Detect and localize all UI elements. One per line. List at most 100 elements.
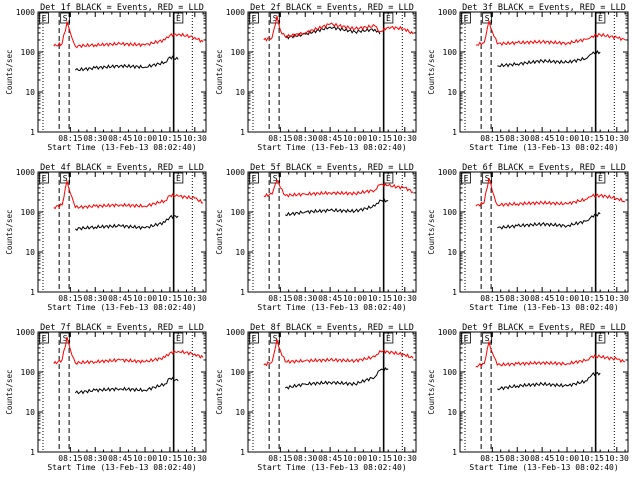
y-tick-label: 100 — [443, 368, 458, 377]
lld-series-line — [53, 179, 204, 210]
x-tick-label: 10:30 — [183, 134, 207, 143]
lld-series-line — [475, 178, 626, 208]
marker-label: E — [386, 334, 391, 343]
x-tick-label: 08:30 — [293, 134, 317, 143]
marker-box — [383, 332, 394, 344]
plot-title: Det 6f BLACK = Events, RED = LLD — [462, 163, 626, 173]
x-tick-label: 08:15 — [480, 294, 504, 303]
x-tick-label: 08:45 — [530, 454, 554, 463]
x-tick-label: 08:15 — [58, 454, 82, 463]
marker-label: S — [63, 174, 68, 183]
x-tick-label: 10:30 — [393, 294, 417, 303]
y-tick-label: 10 — [447, 88, 457, 97]
y-tick-label: 100 — [443, 208, 458, 217]
x-tick-label: 08:45 — [108, 294, 132, 303]
x-tick-label: 08:45 — [108, 134, 132, 143]
marker-label: E — [464, 14, 469, 23]
marker-label: S — [273, 334, 278, 343]
y-tick-label: 100 — [443, 48, 458, 57]
y-tick-label: 100 — [231, 48, 246, 57]
plot-det-9: Det 9f BLACK = Events, RED = LLD 1 10 100 10… — [427, 323, 629, 472]
marker-label: E — [176, 14, 181, 23]
marker-box — [39, 172, 49, 184]
marker-box — [461, 172, 471, 184]
events-series-line — [284, 25, 381, 40]
plot-title: Det 7f BLACK = Events, RED = LLD — [40, 323, 204, 333]
marker-box — [173, 12, 184, 24]
lld-series-line — [263, 339, 414, 367]
x-tick-label: 10:00 — [555, 294, 579, 303]
x-tick-label: 08:30 — [505, 294, 529, 303]
x-tick-label: 10:15 — [580, 134, 604, 143]
plot-title: Det 9f BLACK = Events, RED = LLD — [462, 323, 626, 333]
events-series-line — [285, 366, 389, 390]
marker-label: E — [42, 14, 47, 23]
marker-label: S — [273, 174, 278, 183]
x-tick-label: 08:30 — [83, 294, 107, 303]
marker-box — [249, 12, 259, 24]
y-axis-label: Counts/sec — [427, 369, 436, 414]
plot-frame — [459, 331, 629, 453]
marker-box — [39, 332, 49, 344]
marker-label: S — [485, 174, 490, 183]
plot-det-5: Det 5f BLACK = Events, RED = LLD 1 10 100 10… — [215, 163, 417, 312]
lld-series-line — [53, 336, 204, 366]
x-tick-label: 10:30 — [393, 134, 417, 143]
marker-box — [173, 332, 184, 344]
plot-det-3: Det 3f BLACK = Events, RED = LLD 1 10 100 10… — [427, 3, 629, 152]
y-tick-label: 1 — [452, 448, 457, 457]
x-tick-label: 08:15 — [480, 134, 504, 143]
marker-box — [383, 12, 394, 24]
y-tick-label: 10 — [235, 88, 245, 97]
x-tick-label: 10:15 — [368, 454, 392, 463]
plot-title: Det 3f BLACK = Events, RED = LLD — [462, 3, 626, 13]
x-tick-label: 08:15 — [58, 134, 82, 143]
x-tick-label: 10:15 — [368, 134, 392, 143]
y-tick-label: 10 — [235, 248, 245, 257]
y-tick-label: 100 — [231, 208, 246, 217]
marker-box — [39, 12, 49, 24]
x-axis-label: Start Time (13-Feb-13 08:02:40) — [47, 463, 196, 472]
y-tick-label: 1 — [452, 128, 457, 137]
plot-title: Det 2f BLACK = Events, RED = LLD — [250, 3, 414, 13]
x-tick-label: 10:15 — [158, 134, 182, 143]
marker-label: S — [273, 14, 278, 23]
y-axis-label: Counts/sec — [5, 49, 14, 94]
plot-frame — [37, 11, 207, 133]
events-series-line — [497, 211, 601, 230]
plot-det-4: Det 4f BLACK = Events, RED = LLD 1 10 100 10… — [5, 163, 207, 312]
x-tick-label: 08:15 — [480, 454, 504, 463]
marker-box — [270, 332, 281, 344]
marker-box — [383, 172, 394, 184]
marker-label: E — [42, 174, 47, 183]
events-series-line — [74, 55, 179, 72]
x-tick-label: 08:15 — [268, 454, 292, 463]
marker-label: E — [598, 334, 603, 343]
x-tick-label: 10:30 — [605, 294, 629, 303]
marker-box — [173, 172, 184, 184]
marker-label: S — [485, 334, 490, 343]
x-tick-label: 08:15 — [268, 294, 292, 303]
marker-label: E — [252, 14, 257, 23]
y-axis-label: Counts/sec — [215, 49, 224, 94]
lld-series-line — [263, 15, 414, 42]
marker-box — [249, 172, 259, 184]
marker-label: E — [598, 174, 603, 183]
y-tick-label: 1 — [30, 448, 35, 457]
y-tick-label: 10 — [235, 408, 245, 417]
x-tick-label: 10:00 — [555, 134, 579, 143]
marker-box — [60, 172, 71, 184]
events-series-line — [285, 197, 389, 217]
x-axis-label: Start Time (13-Feb-13 08:02:40) — [47, 143, 196, 152]
lld-series-line — [53, 20, 204, 49]
x-tick-label: 10:30 — [183, 454, 207, 463]
marker-box — [482, 12, 493, 24]
x-axis-label: Start Time (13-Feb-13 08:02:40) — [257, 143, 406, 152]
y-tick-label: 1 — [30, 128, 35, 137]
x-axis-label: Start Time (13-Feb-13 08:02:40) — [257, 303, 406, 312]
x-tick-label: 10:15 — [580, 454, 604, 463]
plot-det-1: Det 1f BLACK = Events, RED = LLD 1 10 100 10… — [5, 3, 207, 152]
plot-frame — [37, 331, 207, 453]
x-tick-label: 08:15 — [268, 134, 292, 143]
